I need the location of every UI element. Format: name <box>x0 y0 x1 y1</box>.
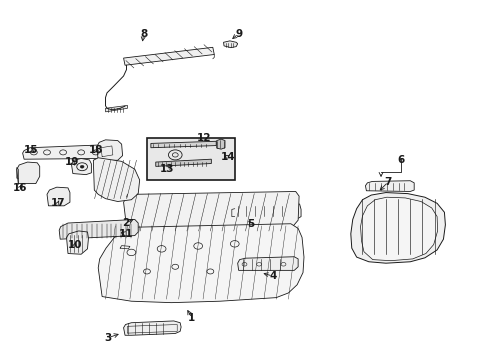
Text: 11: 11 <box>119 229 133 239</box>
Text: 5: 5 <box>247 219 254 229</box>
Polygon shape <box>151 141 216 148</box>
Text: 8: 8 <box>140 29 147 39</box>
Polygon shape <box>233 204 301 219</box>
Polygon shape <box>156 159 211 166</box>
Polygon shape <box>47 187 70 206</box>
Polygon shape <box>123 192 299 232</box>
Polygon shape <box>97 140 122 160</box>
Circle shape <box>80 165 84 168</box>
Polygon shape <box>66 231 88 254</box>
Polygon shape <box>98 224 304 303</box>
Polygon shape <box>105 105 127 112</box>
Text: 14: 14 <box>221 152 235 162</box>
Text: 1: 1 <box>188 313 195 323</box>
Polygon shape <box>71 158 91 175</box>
Polygon shape <box>365 181 413 192</box>
Text: 12: 12 <box>197 133 211 143</box>
Polygon shape <box>93 158 140 202</box>
Text: 3: 3 <box>104 333 111 343</box>
Polygon shape <box>17 162 40 184</box>
Text: 18: 18 <box>88 145 103 155</box>
Polygon shape <box>123 47 214 65</box>
Polygon shape <box>123 321 181 335</box>
Text: 9: 9 <box>235 29 242 39</box>
Text: 2: 2 <box>122 218 129 228</box>
FancyBboxPatch shape <box>147 138 234 180</box>
Polygon shape <box>223 41 237 48</box>
Text: 6: 6 <box>396 155 404 165</box>
Text: 15: 15 <box>23 145 38 155</box>
Polygon shape <box>237 257 298 270</box>
Text: 7: 7 <box>384 177 391 187</box>
Polygon shape <box>22 145 107 159</box>
Polygon shape <box>216 139 224 149</box>
Text: 10: 10 <box>67 240 82 250</box>
Text: 19: 19 <box>65 157 80 167</box>
Text: 13: 13 <box>160 164 174 174</box>
Polygon shape <box>350 193 445 263</box>
Text: 16: 16 <box>13 183 27 193</box>
Polygon shape <box>59 220 138 239</box>
Polygon shape <box>360 197 437 261</box>
Text: 4: 4 <box>268 271 276 281</box>
Text: 17: 17 <box>50 198 65 208</box>
